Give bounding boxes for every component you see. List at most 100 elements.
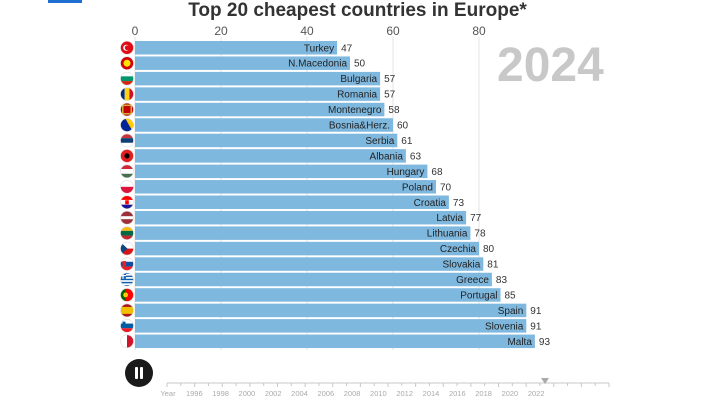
bar: [135, 164, 428, 179]
montenegro-flag-icon: [120, 102, 134, 117]
timeline-label: 2008: [344, 389, 361, 398]
bar: [135, 288, 501, 302]
bar: [135, 303, 527, 318]
country-label: Lithuania: [427, 229, 468, 240]
value-label: 77: [470, 213, 482, 224]
country-label: Czechia: [440, 244, 477, 255]
country-label: Slovenia: [485, 321, 524, 332]
pause-button[interactable]: [125, 359, 153, 387]
country-label: Greece: [456, 275, 489, 286]
value-label: 57: [384, 90, 396, 101]
lithuania-flag-icon: [120, 226, 134, 240]
czechia-flag-icon: [120, 241, 134, 256]
bar: [135, 41, 338, 55]
timeline-label: 1996: [186, 389, 203, 398]
value-label: 60: [397, 121, 409, 132]
bar: [135, 180, 436, 194]
timeline-label: 2012: [396, 389, 413, 398]
value-label: 81: [487, 260, 499, 271]
value-label: 83: [496, 275, 508, 286]
country-label: Croatia: [414, 198, 447, 209]
value-label: 47: [341, 43, 353, 54]
chart-title: Top 20 cheapest countries in Europe*: [188, 0, 527, 21]
x-tick-label: 60: [386, 24, 400, 38]
x-tick-label: 40: [300, 24, 314, 38]
latvia-flag-icon: [120, 210, 134, 225]
timeline-label: 2002: [265, 389, 282, 398]
country-label: Poland: [402, 182, 433, 193]
malta-flag-icon: [120, 334, 134, 349]
bar: [135, 226, 471, 240]
poland-flag-icon: [120, 180, 134, 194]
bar: [135, 149, 406, 163]
romania-flag-icon: [120, 87, 134, 101]
timeline-label: 2000: [239, 389, 256, 398]
bulgaria-flag-icon: [120, 71, 134, 86]
value-label: 73: [453, 198, 465, 209]
slovenia-flag-icon: [120, 319, 134, 333]
timeline-label: Year: [160, 389, 176, 398]
corner-tab: [48, 0, 82, 3]
value-label: 57: [384, 74, 396, 85]
timeline-label: 2020: [502, 389, 519, 398]
bar: [135, 195, 449, 209]
spain-flag-icon: [120, 303, 134, 318]
value-label: 80: [483, 244, 495, 255]
triangle-down-icon[interactable]: [541, 378, 549, 384]
value-label: 61: [401, 136, 413, 147]
value-label: 50: [354, 59, 366, 70]
country-label: Turkey: [304, 43, 334, 54]
country-label: N.Macedonia: [288, 59, 347, 70]
bar: [135, 102, 385, 117]
country-label: Spain: [498, 306, 524, 317]
value-label: 93: [539, 337, 551, 348]
serbia-flag-icon: [120, 133, 134, 148]
value-label: 85: [505, 290, 517, 301]
year-watermark: 2024: [497, 39, 604, 92]
country-label: Hungary: [387, 167, 425, 178]
bar: [135, 257, 484, 271]
bar: [135, 272, 492, 287]
bar: [135, 334, 535, 349]
pause-icon-bar: [140, 367, 143, 379]
bar: [135, 87, 381, 101]
north-macedonia-flag-icon: [120, 56, 134, 71]
country-label: Bulgaria: [340, 74, 377, 85]
bar: [135, 241, 479, 256]
x-tick-label: 80: [472, 24, 486, 38]
country-label: Romania: [337, 90, 377, 101]
pause-icon: [135, 367, 138, 379]
timeline-label: 2022: [528, 389, 545, 398]
timeline-label: 2016: [449, 389, 466, 398]
timeline-label: 2006: [317, 389, 334, 398]
country-label: Montenegro: [328, 105, 382, 116]
timeline-label: 1998: [212, 389, 229, 398]
bar: [135, 56, 350, 70]
slovakia-flag-icon: [120, 257, 134, 271]
hungary-flag-icon: [120, 164, 134, 179]
country-label: Malta: [507, 337, 532, 348]
timeline-label: 2004: [291, 389, 308, 398]
value-label: 91: [530, 306, 542, 317]
portugal-flag-icon: [120, 288, 134, 302]
value-label: 78: [474, 229, 486, 240]
value-label: 68: [431, 167, 443, 178]
turkey-flag-icon: [120, 40, 134, 55]
country-label: Latvia: [436, 213, 463, 224]
country-label: Albania: [370, 151, 404, 162]
timeline-label: 2014: [423, 389, 440, 398]
value-label: 63: [410, 151, 422, 162]
value-label: 91: [530, 321, 542, 332]
croatia-flag-icon: [120, 195, 134, 210]
country-label: Bosnia&Herz.: [329, 121, 390, 132]
country-label: Slovakia: [442, 260, 480, 271]
bosnia-flag-icon: [120, 118, 134, 132]
bar: [135, 133, 398, 148]
x-tick-label: 20: [214, 24, 228, 38]
greece-flag-icon: [120, 272, 134, 287]
timeline-label: 2018: [475, 389, 492, 398]
bar: [135, 71, 381, 86]
bar: [135, 118, 393, 132]
country-label: Portugal: [460, 290, 497, 301]
